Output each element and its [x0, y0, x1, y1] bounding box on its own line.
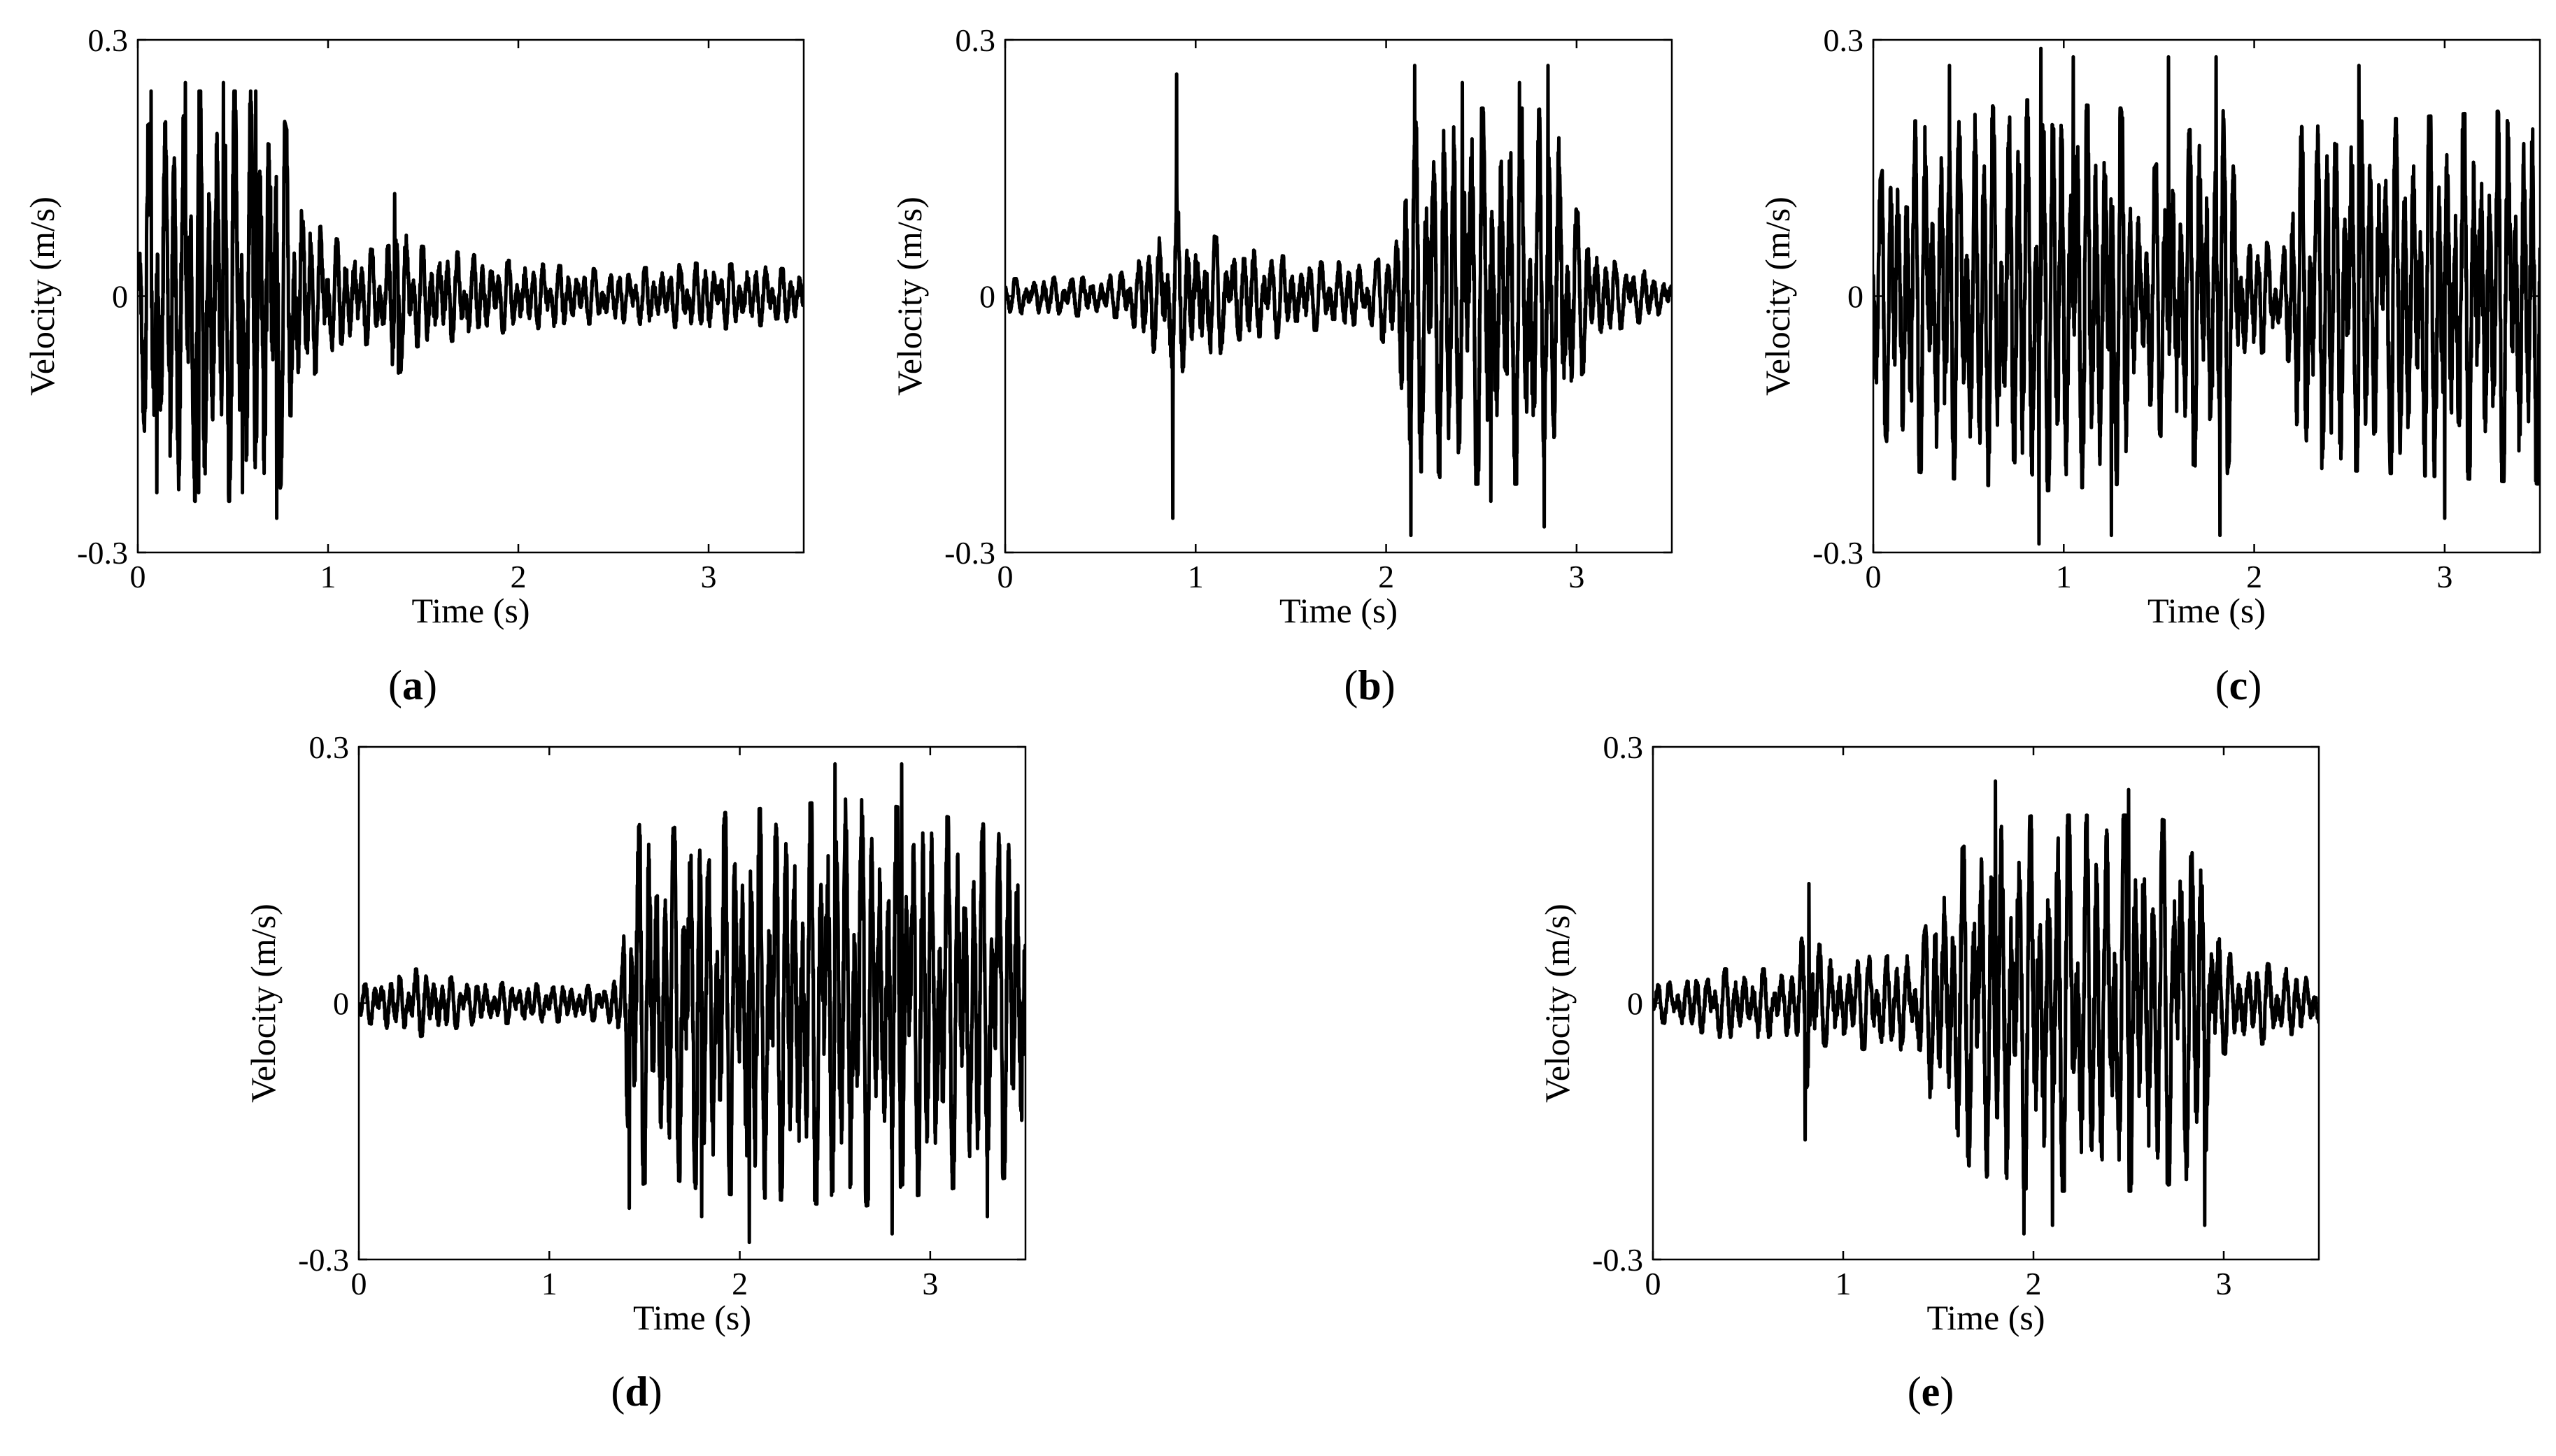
y-tick-label: -0.3	[298, 1242, 349, 1278]
panel-letter: e	[1922, 1369, 1940, 1415]
x-tick-label: 2	[2026, 1266, 2042, 1301]
velocity-trace-c	[1873, 46, 2540, 546]
x-tick-label: 0	[1866, 559, 1882, 594]
y-tick-label: 0	[112, 279, 128, 315]
x-tick-label: 2	[2246, 559, 2262, 594]
y-tick-label: 0.3	[309, 729, 350, 765]
x-tick-label: 2	[1378, 559, 1394, 594]
x-axis-label: Time (s)	[1279, 591, 1398, 630]
x-tick-label: 2	[511, 559, 527, 594]
y-axis-label: Velocity (m/s)	[1538, 904, 1577, 1103]
y-axis-label: Velocity (m/s)	[890, 197, 929, 396]
y-tick-label: 0	[1627, 986, 1643, 1022]
x-axis-label: Time (s)	[411, 591, 530, 630]
x-axis-label: Time (s)	[1926, 1298, 2045, 1337]
velocity-trace-d	[359, 762, 1025, 1245]
x-axis-label: Time (s)	[2147, 591, 2266, 630]
x-tick-label: 3	[922, 1266, 938, 1301]
y-tick-label: -0.3	[77, 535, 128, 571]
x-tick-label: 0	[130, 559, 146, 594]
x-tick-label: 1	[320, 559, 336, 594]
x-tick-label: 1	[1188, 559, 1204, 594]
panel-letter: c	[2229, 662, 2248, 708]
y-tick-label: 0	[333, 986, 349, 1022]
panel-letter: a	[402, 662, 423, 708]
y-tick-label: 0.3	[1603, 729, 1644, 765]
x-tick-label: 0	[997, 559, 1014, 594]
x-tick-label: 3	[2216, 1266, 2232, 1301]
x-axis-label: Time (s)	[633, 1298, 751, 1337]
panel-letter: b	[1358, 662, 1381, 708]
panel-caption-d: (d)	[611, 1369, 662, 1415]
y-axis-label: Velocity (m/s)	[22, 197, 62, 396]
panel-caption-e: (e)	[1908, 1369, 1954, 1415]
x-tick-label: 0	[351, 1266, 367, 1301]
y-tick-label: -0.3	[1592, 1242, 1643, 1278]
x-tick-label: 0	[1645, 1266, 1661, 1301]
panel-caption-a: (a)	[388, 662, 437, 708]
velocity-trace-e	[1653, 779, 2319, 1236]
panel-caption-b: (b)	[1344, 662, 1395, 708]
velocity-trace-b	[1005, 64, 1672, 538]
x-tick-label: 3	[1568, 559, 1584, 594]
x-tick-label: 1	[2056, 559, 2072, 594]
x-tick-label: 3	[2436, 559, 2452, 594]
y-tick-label: 0.3	[956, 22, 996, 58]
y-tick-label: 0	[1847, 279, 1863, 315]
y-axis-label: Velocity (m/s)	[1758, 197, 1797, 396]
y-tick-label: -0.3	[944, 535, 995, 571]
y-axis-label: Velocity (m/s)	[243, 904, 283, 1103]
y-tick-label: 0	[979, 279, 995, 315]
velocity-trace-a	[138, 80, 804, 520]
x-tick-label: 1	[541, 1266, 558, 1301]
x-tick-label: 2	[732, 1266, 748, 1301]
panel-caption-c: (c)	[2215, 662, 2262, 708]
y-tick-label: -0.3	[1812, 535, 1863, 571]
panel-letter: d	[625, 1369, 648, 1415]
y-tick-label: 0.3	[1824, 22, 1864, 58]
x-tick-label: 3	[701, 559, 717, 594]
y-tick-label: 0.3	[88, 22, 129, 58]
x-tick-label: 1	[1836, 1266, 1852, 1301]
